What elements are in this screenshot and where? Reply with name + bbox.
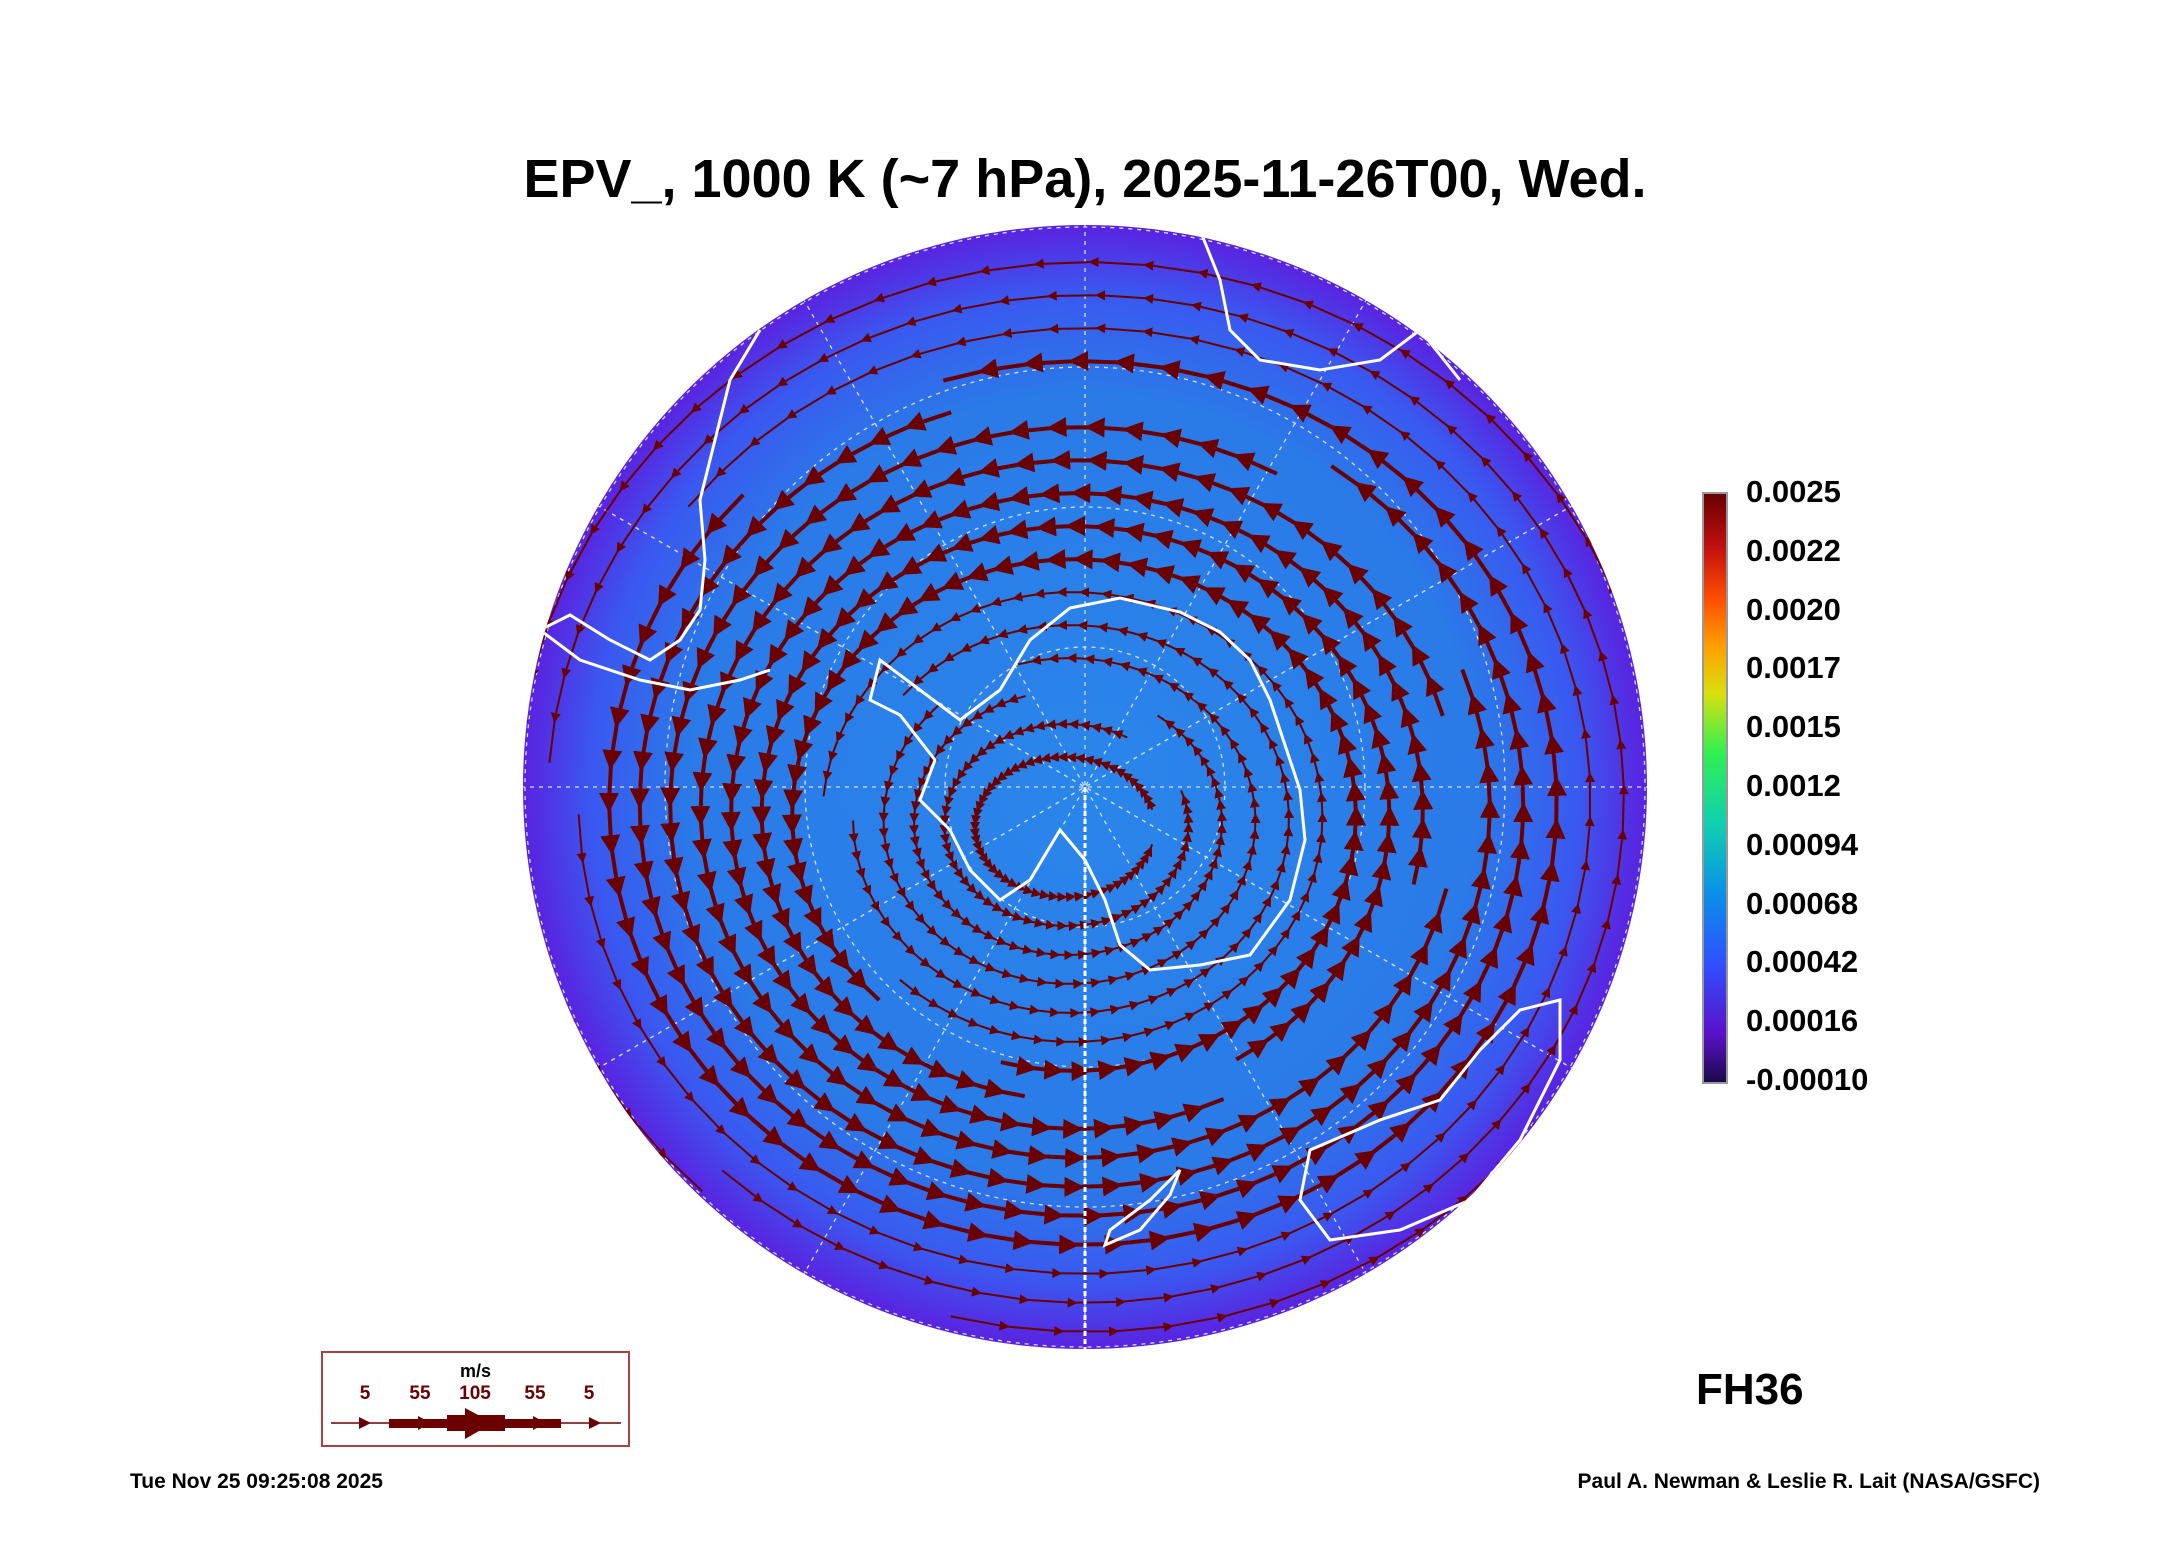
colorbar-label: 0.00016 bbox=[1746, 1003, 1859, 1039]
colorbar-label: 0.00042 bbox=[1746, 944, 1859, 980]
map-title: EPV_, 1000 K (~7 hPa), 2025-11-26T00, We… bbox=[523, 149, 1647, 209]
colorbar-label: 0.0017 bbox=[1746, 650, 1841, 686]
australia-coast bbox=[1298, 998, 1562, 1242]
wind-value: 105 bbox=[459, 1383, 491, 1404]
streamlines bbox=[523, 257, 1647, 1337]
wind-value: 5 bbox=[359, 1383, 371, 1404]
wind-arrow-scale bbox=[331, 1408, 621, 1439]
colorbar-label: 0.0015 bbox=[1746, 709, 1841, 745]
wind-value: 55 bbox=[409, 1383, 431, 1404]
new-zealand-coast bbox=[1102, 1168, 1182, 1248]
wind-value: 55 bbox=[524, 1383, 546, 1404]
colorbar-label: 0.0020 bbox=[1746, 591, 1841, 627]
wind-value: 5 bbox=[583, 1383, 595, 1404]
streamline bbox=[523, 257, 1647, 1337]
colorbar-label: 0.0022 bbox=[1746, 532, 1841, 568]
colorbar-label: -0.00010 bbox=[1746, 1062, 1869, 1097]
colorbar-label: 0.00068 bbox=[1746, 885, 1859, 921]
wind-speed-legend: m/s 5 55 105 55 5 bbox=[321, 1351, 630, 1447]
credit: Paul A. Newman & Leslie R. Lait (NASA/GS… bbox=[1577, 1470, 2040, 1493]
colorbar-label: 0.0025 bbox=[1746, 474, 1841, 509]
africa-coast bbox=[1198, 229, 1462, 381]
wind-unit: m/s bbox=[459, 1361, 492, 1381]
colorbar-label: 0.00094 bbox=[1746, 826, 1859, 862]
south-america-coast bbox=[537, 329, 771, 692]
timestamp: Tue Nov 25 09:25:08 2025 bbox=[130, 1470, 383, 1493]
forecast-hour: FH36 bbox=[1696, 1365, 1804, 1414]
colorbar bbox=[1702, 492, 1728, 1084]
colorbar-label: 0.0012 bbox=[1746, 768, 1841, 803]
